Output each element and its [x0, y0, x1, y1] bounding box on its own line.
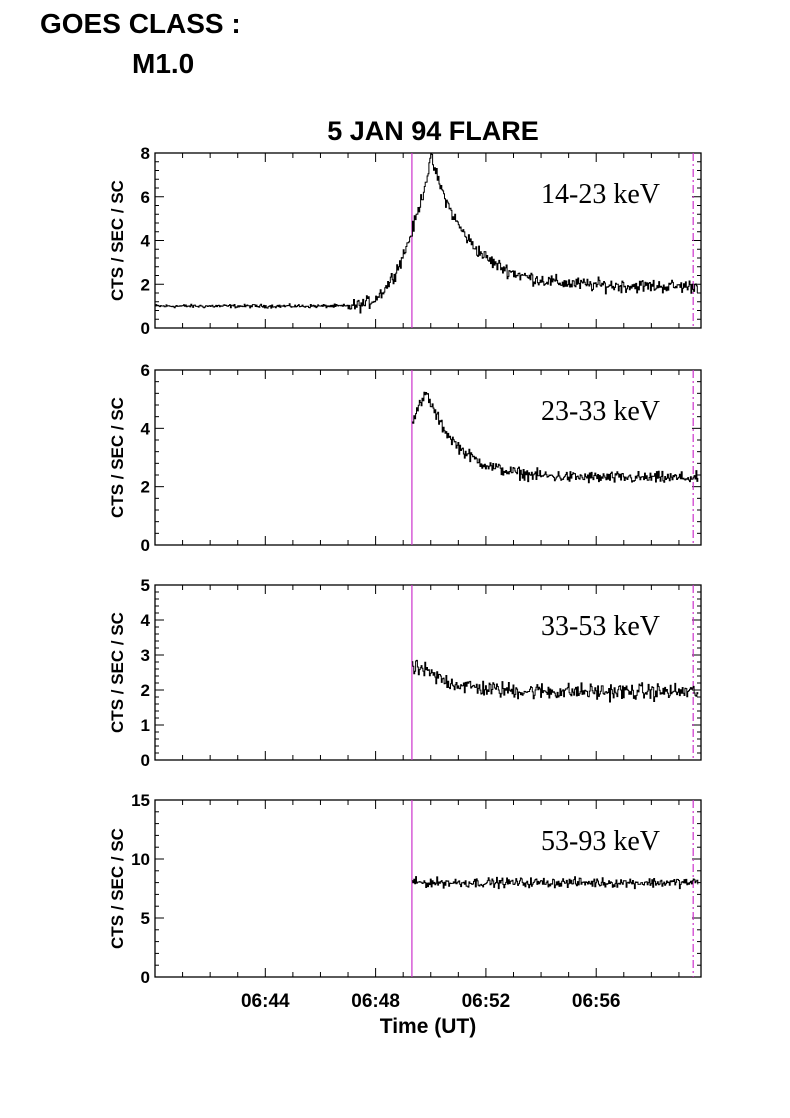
panel-frame: [154, 799, 702, 978]
y-tick-label: 4: [141, 232, 151, 251]
panel-frame: [154, 369, 702, 546]
energy-band-label: 23-33 keV: [541, 396, 660, 427]
y-tick-label: 6: [141, 188, 150, 207]
y-tick-label: 8: [141, 144, 150, 163]
y-axis-label: CTS / SEC / SC: [108, 397, 127, 518]
y-tick-label: 0: [141, 536, 150, 555]
y-tick-label: 2: [141, 275, 150, 294]
count-rate-trace: [155, 152, 698, 314]
y-tick-label: 3: [141, 646, 150, 665]
y-axis-label: CTS / SEC / SC: [108, 828, 127, 949]
goes-class-label: GOES CLASS : M1.0: [40, 4, 241, 84]
x-axis-label: Time (UT): [380, 1015, 476, 1038]
y-tick-label: 0: [141, 319, 150, 338]
energy-band-label: 14-23 keV: [541, 179, 660, 210]
y-tick-label: 0: [141, 968, 150, 987]
y-tick-label: 1: [141, 716, 150, 735]
count-rate-trace: [411, 659, 699, 703]
y-axis-label: CTS / SEC / SC: [108, 180, 127, 301]
x-tick-label: 06:44: [241, 991, 290, 1012]
y-tick-label: 10: [131, 850, 150, 869]
y-tick-label: 6: [141, 361, 150, 380]
goes-class-value: M1.0: [132, 48, 195, 79]
energy-band-label: 53-93 keV: [541, 826, 660, 857]
y-tick-label: 5: [141, 576, 150, 595]
x-tick-label: 06:56: [572, 991, 621, 1012]
goes-class-heading: GOES CLASS :: [40, 8, 241, 39]
y-tick-label: 2: [141, 681, 150, 700]
y-tick-label: 4: [141, 611, 151, 630]
y-axis-label: CTS / SEC / SC: [108, 612, 127, 733]
chart-title: 5 JAN 94 FLARE: [327, 116, 539, 146]
y-tick-label: 0: [141, 751, 150, 770]
panel-frame: [154, 584, 702, 761]
x-tick-label: 06:52: [462, 991, 511, 1012]
y-tick-label: 4: [141, 419, 151, 438]
count-rate-trace: [411, 391, 699, 484]
count-rate-trace: [411, 876, 699, 890]
y-tick-label: 2: [141, 478, 150, 497]
y-tick-label: 15: [131, 791, 150, 810]
energy-band-label: 33-53 keV: [541, 611, 660, 642]
x-tick-label: 06:48: [351, 991, 400, 1012]
y-tick-label: 5: [141, 909, 150, 928]
